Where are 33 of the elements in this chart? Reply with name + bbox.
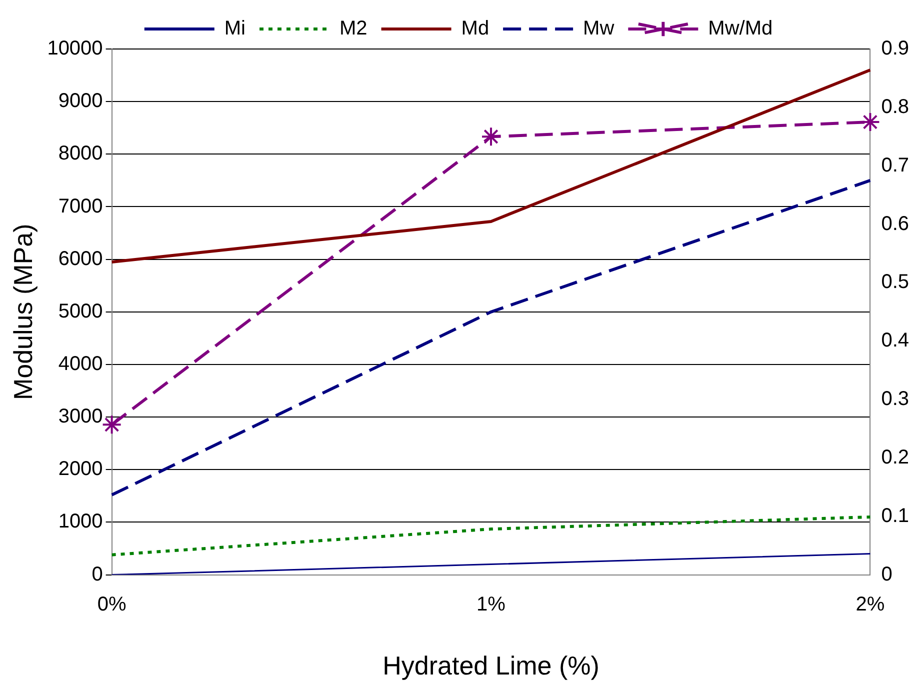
y2-tick-label: 0.8 <box>881 96 910 118</box>
y-tick-label: 9000 <box>58 90 103 112</box>
legend-label: Mw/Md <box>708 18 773 40</box>
x-axis-title: Hydrated Lime (%) <box>382 650 600 681</box>
x-tick-label: 1% <box>476 593 506 616</box>
y-tick-label: 7000 <box>58 195 103 218</box>
y-tick-label: 6000 <box>58 248 103 270</box>
point <box>102 414 122 435</box>
y-axis-title: Modulus (MPa) <box>8 224 38 400</box>
y-tick-label: 3000 <box>58 406 103 428</box>
y2-tick-label: 0.9 <box>881 38 910 60</box>
y-tick-label: 0 <box>92 563 103 586</box>
x-tick-label: 2% <box>856 593 885 616</box>
legend-label: Mw <box>583 18 615 40</box>
x-tick-label: 0% <box>97 593 126 616</box>
y2-tick-label: 0.3 <box>881 388 910 410</box>
y-tick-label: 4000 <box>58 352 103 375</box>
y2-tick-label: 0.6 <box>881 212 910 235</box>
y-tick-label: 5000 <box>58 300 103 322</box>
y2-tick-label: 0.5 <box>881 271 910 294</box>
y-tick-label: 10000 <box>47 38 103 60</box>
y2-tick-label: 0 <box>881 563 892 586</box>
y-tick-label: 8000 <box>58 142 103 165</box>
legend-label: Md <box>461 18 490 40</box>
y-tick-label: 1000 <box>58 510 103 533</box>
legend-label: M2 <box>339 18 368 40</box>
point <box>481 126 502 147</box>
y2-tick-label: 0.4 <box>881 330 910 352</box>
legend-label: Mi <box>224 18 246 40</box>
y2-tick-label: 0.2 <box>881 446 910 468</box>
y2-tick-label: 0.1 <box>881 504 910 527</box>
y2-tick-label: 0.7 <box>881 154 910 176</box>
y-tick-label: 2000 <box>58 458 103 480</box>
